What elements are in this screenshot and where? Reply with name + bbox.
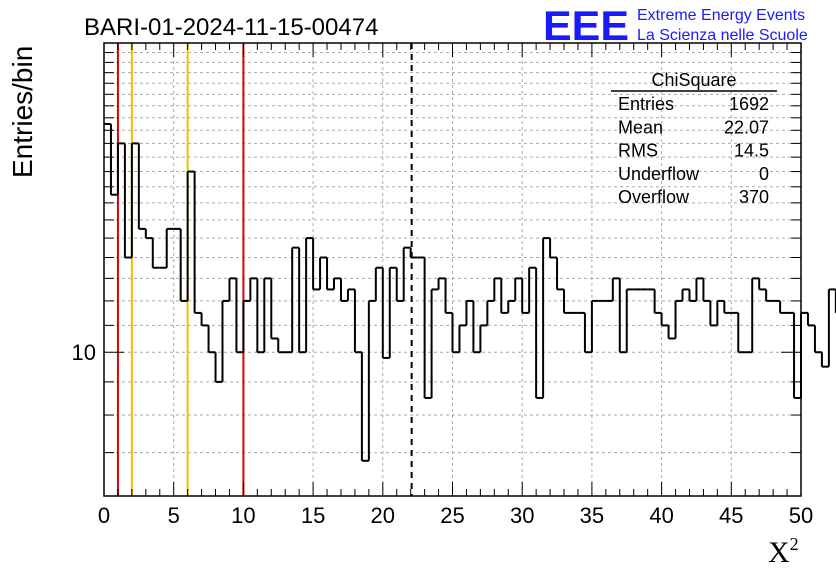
x-tick-label: 40 [649,503,673,528]
y-axis-label: Entries/bin [7,46,38,178]
x-tick-label: 35 [580,503,604,528]
stats-row-label: Entries [618,94,674,114]
x-tick-label: 30 [510,503,534,528]
x-tick-label: 20 [371,503,395,528]
y-tick-label: 10 [72,340,96,365]
stats-box-rows: Entries 1692 Mean 22.07 RMS 14.5 Underflow 0 Ove… [618,94,769,207]
x-tick-labels: 0 5 10 15 20 25 30 35 40 45 50 [98,503,813,528]
x-tick-label: 45 [719,503,743,528]
x-tick-label: 0 [98,503,110,528]
x-tick-label: 50 [789,503,813,528]
stats-row-value: 14.5 [734,141,769,161]
stats-box: ChiSquare Entries 1692 Mean 22.07 RMS 14.5 Und… [611,70,777,207]
x-tick-label: 5 [168,503,180,528]
stats-row-label: Overflow [618,187,690,207]
histogram-bars [104,122,836,462]
logo-mark: EEE [543,2,629,49]
logo-line-1: Extreme Energy Events [637,7,805,24]
grid-lines [104,42,801,497]
x-tick-label: 15 [301,503,325,528]
stats-row-label: RMS [618,141,658,161]
x-axis-label: X2 [768,534,799,569]
stats-box-title: ChiSquare [651,70,736,90]
reference-lines [116,43,413,496]
axis-ticks [103,42,802,497]
y-tick-labels: 10 [72,340,96,365]
stats-row-label: Mean [618,117,663,137]
stats-row-value: 1692 [729,94,769,114]
stats-row-value: 22.07 [724,117,769,137]
x-axis-label-sup: 2 [790,534,799,554]
x-tick-label: 25 [440,503,464,528]
stats-row-value: 0 [759,164,769,184]
chart-title: BARI-01-2024-11-15-00474 [84,14,378,41]
x-axis-label-main: X [768,536,790,569]
logo-line-2: La Scienza nelle Scuole [637,27,808,44]
plot-frame [103,42,802,497]
stats-row-value: 370 [739,187,769,207]
stats-row-label: Underflow [618,164,700,184]
x-tick-label: 10 [231,503,255,528]
eee-logo: EEE Extreme Energy Events La Scienza nel… [543,2,808,49]
